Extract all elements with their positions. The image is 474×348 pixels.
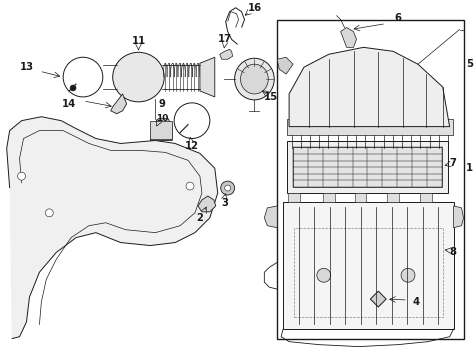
Circle shape: [70, 85, 76, 91]
Bar: [283, 202, 454, 329]
Text: 1: 1: [466, 163, 473, 173]
Polygon shape: [150, 119, 172, 141]
Text: 7: 7: [449, 158, 456, 168]
Circle shape: [317, 268, 331, 282]
Bar: [150, 121, 172, 139]
Text: 13: 13: [19, 62, 34, 72]
Text: 4: 4: [412, 297, 419, 307]
Bar: [323, 193, 335, 202]
Polygon shape: [370, 291, 386, 307]
Polygon shape: [289, 47, 450, 127]
Text: 11: 11: [131, 37, 146, 46]
Polygon shape: [111, 94, 127, 114]
Polygon shape: [277, 57, 293, 74]
Circle shape: [186, 182, 194, 190]
Text: 5: 5: [466, 59, 473, 69]
Text: 8: 8: [449, 247, 456, 258]
Bar: [294, 228, 443, 317]
Polygon shape: [198, 196, 216, 212]
Polygon shape: [264, 206, 277, 228]
Text: 9: 9: [159, 99, 166, 109]
Text: 6: 6: [394, 13, 401, 23]
Bar: [288, 193, 300, 202]
Bar: [277, 19, 464, 339]
Circle shape: [401, 268, 415, 282]
Text: 12: 12: [185, 141, 199, 151]
Circle shape: [221, 181, 235, 195]
Bar: [293, 148, 442, 187]
Ellipse shape: [240, 64, 268, 94]
Ellipse shape: [235, 58, 274, 100]
Circle shape: [46, 209, 53, 217]
Bar: [387, 193, 399, 202]
Bar: [420, 193, 432, 202]
Text: 2: 2: [197, 213, 203, 223]
Polygon shape: [200, 57, 215, 97]
Text: 15: 15: [264, 92, 278, 102]
Text: 3: 3: [221, 198, 228, 208]
Circle shape: [225, 185, 231, 191]
Bar: [355, 193, 366, 202]
Polygon shape: [7, 117, 218, 339]
Circle shape: [18, 172, 26, 180]
Text: 16: 16: [247, 3, 262, 13]
Text: 10: 10: [156, 114, 168, 123]
Text: 14: 14: [62, 99, 76, 109]
Polygon shape: [220, 49, 233, 59]
Ellipse shape: [113, 52, 164, 102]
Bar: [287, 119, 453, 135]
Bar: [287, 142, 447, 193]
Text: 17: 17: [218, 34, 232, 45]
Polygon shape: [454, 206, 464, 228]
Polygon shape: [341, 27, 356, 47]
